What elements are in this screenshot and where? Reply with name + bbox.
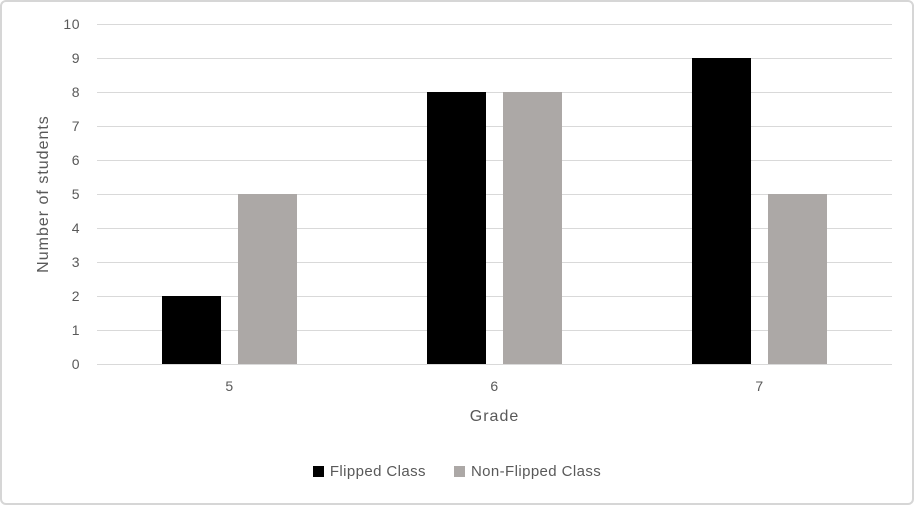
x-axis-title: Grade bbox=[469, 408, 520, 425]
legend-item: Flipped Class bbox=[312, 463, 426, 480]
legend-swatch bbox=[312, 466, 324, 477]
y-tick-label: 1 bbox=[71, 322, 80, 338]
x-axis-line bbox=[97, 364, 892, 365]
bar-non-flipped-class bbox=[768, 194, 827, 364]
legend-label: Non-Flipped Class bbox=[470, 463, 602, 480]
plot-area bbox=[97, 24, 892, 365]
legend-swatch bbox=[453, 466, 465, 477]
gridline bbox=[97, 160, 892, 161]
gridline bbox=[97, 228, 892, 229]
y-tick-label: 3 bbox=[71, 254, 80, 270]
y-tick-label: 4 bbox=[71, 220, 80, 236]
bar-non-flipped-class bbox=[238, 194, 297, 364]
y-tick-label: 2 bbox=[71, 288, 80, 304]
y-tick-label: 5 bbox=[71, 186, 80, 202]
gridline bbox=[97, 58, 892, 59]
y-tick-label: 6 bbox=[71, 152, 80, 168]
y-tick-label: 7 bbox=[71, 118, 80, 134]
legend: Flipped Class Non-Flipped Class bbox=[2, 463, 912, 480]
gridline bbox=[97, 92, 892, 93]
x-tick-label: 5 bbox=[225, 378, 234, 394]
y-tick-label: 10 bbox=[63, 16, 80, 32]
gridline bbox=[97, 296, 892, 297]
bar-non-flipped-class bbox=[503, 92, 562, 364]
legend-item: Non-Flipped Class bbox=[453, 463, 602, 480]
gridline bbox=[97, 194, 892, 195]
gridline bbox=[97, 330, 892, 331]
x-tick-label: 7 bbox=[755, 378, 764, 394]
bar-flipped-class bbox=[427, 92, 486, 364]
y-tick-label: 0 bbox=[71, 356, 80, 372]
y-tick-label: 9 bbox=[71, 50, 80, 66]
gridline bbox=[97, 24, 892, 25]
gridline bbox=[97, 262, 892, 263]
x-tick-label: 6 bbox=[490, 378, 499, 394]
bar-flipped-class bbox=[692, 58, 751, 364]
bar-flipped-class bbox=[162, 296, 221, 364]
legend-label: Flipped Class bbox=[329, 463, 426, 480]
y-tick-label: 8 bbox=[71, 84, 80, 100]
gridline bbox=[97, 126, 892, 127]
